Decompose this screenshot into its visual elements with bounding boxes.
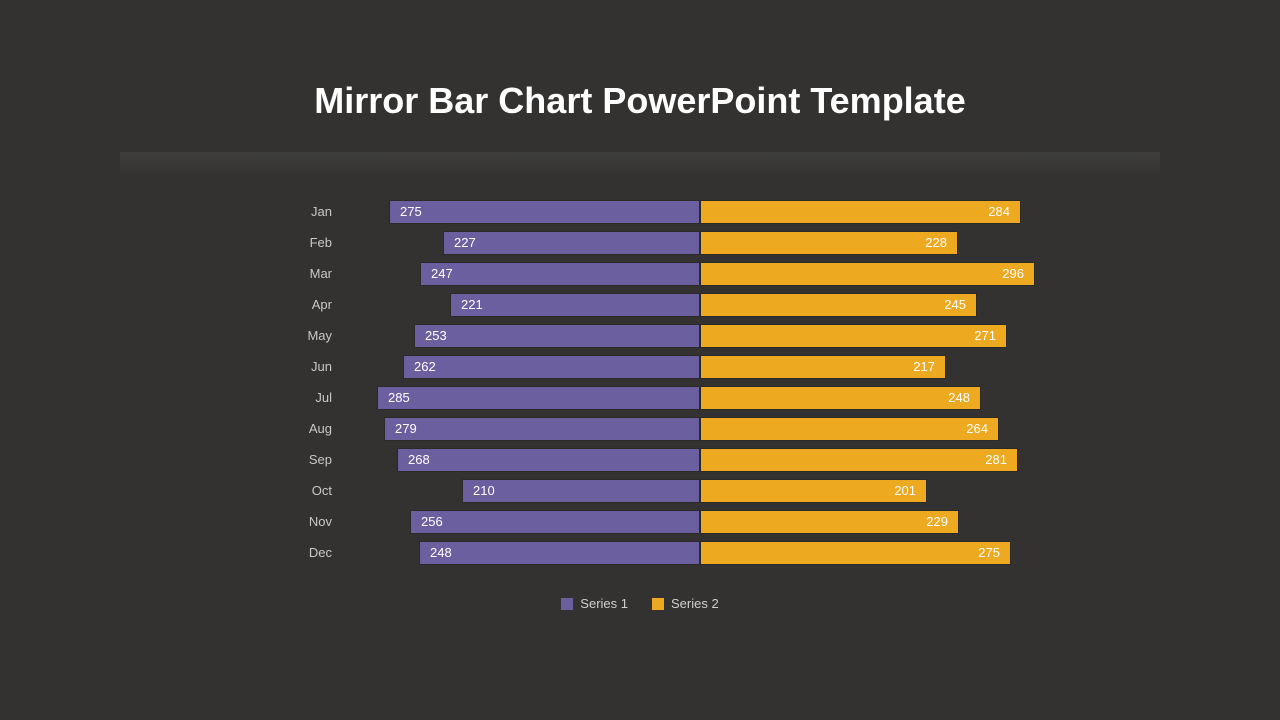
category-label: Feb <box>230 235 350 250</box>
chart-row: Apr 221 245 <box>230 289 1050 320</box>
category-label: Jul <box>230 390 350 405</box>
series1-value: 210 <box>473 483 495 498</box>
series1-value: 248 <box>430 545 452 560</box>
series2-bar: 271 <box>700 324 1007 348</box>
series1-bar: 262 <box>403 355 700 379</box>
bar-pair: 285 248 <box>350 386 1050 410</box>
bar-pair: 248 275 <box>350 541 1050 565</box>
series2-value: 245 <box>944 297 966 312</box>
series2-value: 228 <box>925 235 947 250</box>
series1-value: 253 <box>425 328 447 343</box>
chart-row: Oct 210 201 <box>230 475 1050 506</box>
series2-bar: 229 <box>700 510 959 534</box>
bar-pair: 227 228 <box>350 231 1050 255</box>
bar-pair: 268 281 <box>350 448 1050 472</box>
series2-bar: 228 <box>700 231 958 255</box>
series1-bar: 285 <box>377 386 700 410</box>
category-label: Apr <box>230 297 350 312</box>
series2-value: 248 <box>948 390 970 405</box>
legend-swatch <box>561 598 573 610</box>
category-label: Oct <box>230 483 350 498</box>
series1-value: 285 <box>388 390 410 405</box>
series2-bar: 275 <box>700 541 1011 565</box>
series1-bar: 210 <box>462 479 700 503</box>
series2-bar: 248 <box>700 386 981 410</box>
chart-row: Mar 247 296 <box>230 258 1050 289</box>
series1-bar: 247 <box>420 262 700 286</box>
category-label: Jan <box>230 204 350 219</box>
chart-row: May 253 271 <box>230 320 1050 351</box>
series2-value: 271 <box>974 328 996 343</box>
category-label: Nov <box>230 514 350 529</box>
chart-row: Jul 285 248 <box>230 382 1050 413</box>
chart-legend: Series 1 Series 2 <box>0 596 1280 611</box>
category-label: May <box>230 328 350 343</box>
series1-bar: 248 <box>419 541 700 565</box>
legend-item: Series 1 <box>561 596 628 611</box>
mirror-bar-chart: Jan275284Feb227228Mar247296Apr221245May2… <box>230 196 1050 568</box>
series2-bar: 217 <box>700 355 946 379</box>
series1-bar: 275 <box>389 200 700 224</box>
series2-value: 281 <box>985 452 1007 467</box>
chart-row: Dec 248 275 <box>230 537 1050 568</box>
series1-value: 256 <box>421 514 443 529</box>
series2-bar: 296 <box>700 262 1035 286</box>
chart-row: Jun 262 217 <box>230 351 1050 382</box>
series2-bar: 201 <box>700 479 927 503</box>
category-label: Dec <box>230 545 350 560</box>
chart-row: Sep 268 281 <box>230 444 1050 475</box>
chart-container: Mirror Bar Chart PowerPoint Template Jan… <box>0 0 1280 720</box>
series1-value: 275 <box>400 204 422 219</box>
legend-item: Series 2 <box>652 596 719 611</box>
chart-row: Nov 256 229 <box>230 506 1050 537</box>
series1-value: 268 <box>408 452 430 467</box>
chart-row: Aug 279 264 <box>230 413 1050 444</box>
series2-value: 296 <box>1002 266 1024 281</box>
series2-bar: 281 <box>700 448 1018 472</box>
legend-label: Series 1 <box>580 596 628 611</box>
series1-value: 221 <box>461 297 483 312</box>
chart-title: Mirror Bar Chart PowerPoint Template <box>0 80 1280 122</box>
bar-pair: 210 201 <box>350 479 1050 503</box>
series2-bar: 264 <box>700 417 999 441</box>
series2-value: 264 <box>966 421 988 436</box>
series2-value: 275 <box>978 545 1000 560</box>
series1-bar: 221 <box>450 293 700 317</box>
series2-value: 284 <box>988 204 1010 219</box>
series1-value: 227 <box>454 235 476 250</box>
series1-bar: 253 <box>414 324 700 348</box>
category-label: Aug <box>230 421 350 436</box>
series1-value: 247 <box>431 266 453 281</box>
series1-bar: 279 <box>384 417 700 441</box>
bar-pair: 279 264 <box>350 417 1050 441</box>
chart-row: Jan 275 284 <box>230 196 1050 227</box>
series2-value: 217 <box>913 359 935 374</box>
series2-bar: 284 <box>700 200 1021 224</box>
bar-pair: 221 245 <box>350 293 1050 317</box>
series2-bar: 245 <box>700 293 977 317</box>
category-label: Sep <box>230 452 350 467</box>
series1-bar: 268 <box>397 448 700 472</box>
series2-value: 229 <box>926 514 948 529</box>
decorative-band <box>120 152 1160 176</box>
bar-pair: 262 217 <box>350 355 1050 379</box>
bar-pair: 275 284 <box>350 200 1050 224</box>
series1-value: 262 <box>414 359 436 374</box>
series1-bar: 227 <box>443 231 700 255</box>
series2-value: 201 <box>894 483 916 498</box>
legend-label: Series 2 <box>671 596 719 611</box>
bar-pair: 256 229 <box>350 510 1050 534</box>
bar-pair: 253 271 <box>350 324 1050 348</box>
category-label: Mar <box>230 266 350 281</box>
legend-swatch <box>652 598 664 610</box>
category-label: Jun <box>230 359 350 374</box>
series1-bar: 256 <box>410 510 700 534</box>
chart-row: Feb 227 228 <box>230 227 1050 258</box>
series1-value: 279 <box>395 421 417 436</box>
bar-pair: 247 296 <box>350 262 1050 286</box>
